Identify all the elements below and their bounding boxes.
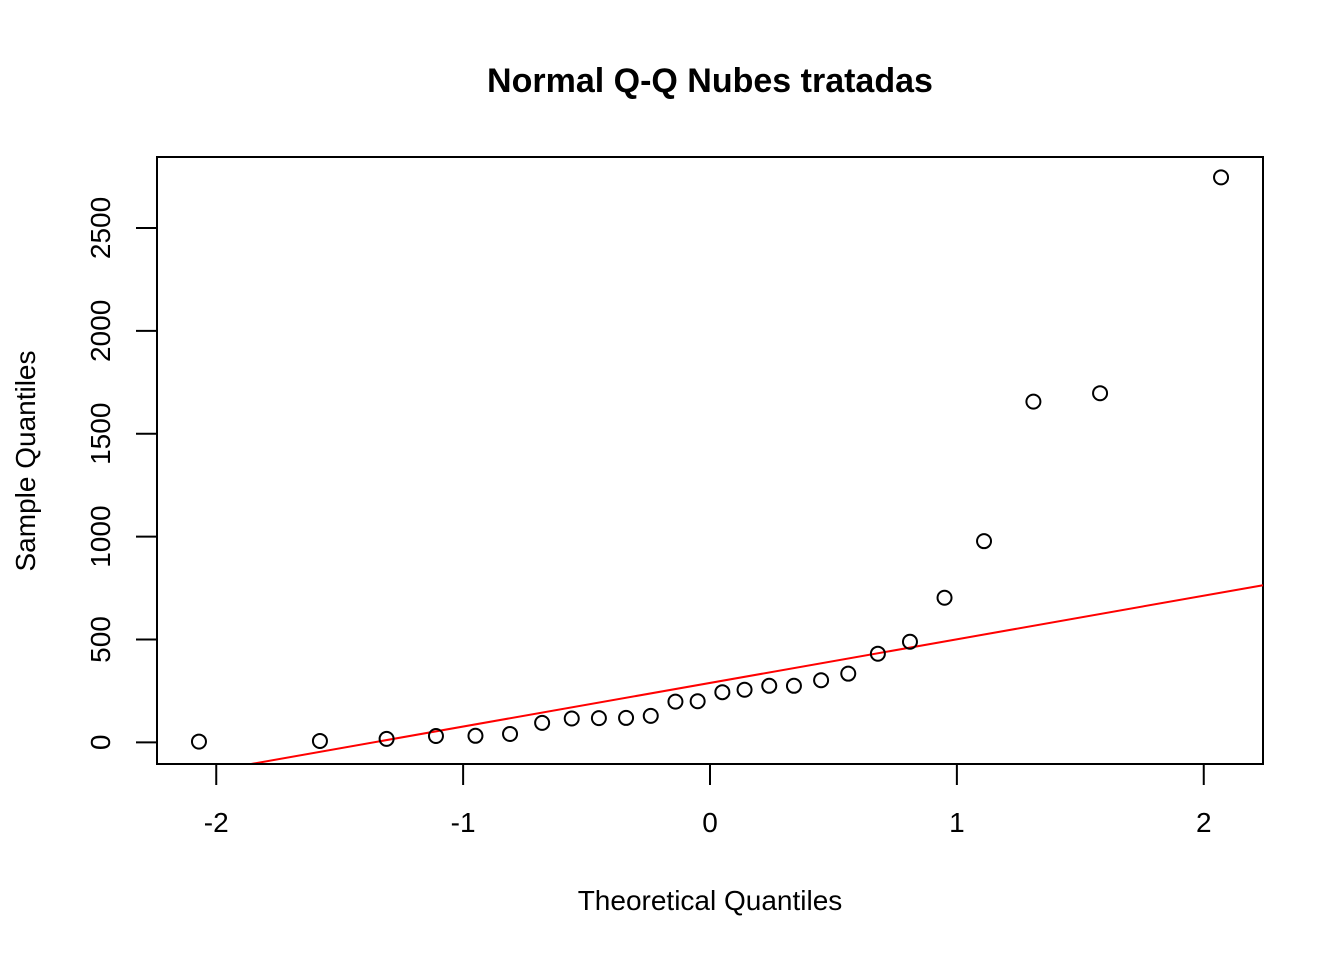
y-axis-label: Sample Quantiles bbox=[10, 350, 41, 571]
data-point bbox=[736, 681, 753, 698]
y-tick-label: 2500 bbox=[85, 197, 116, 259]
plot-frame bbox=[156, 156, 1264, 765]
x-ticks: -2 -1 0 1 2 bbox=[204, 764, 1212, 838]
data-point bbox=[1092, 385, 1109, 402]
y-tick-label: 0 bbox=[85, 735, 116, 751]
data-point bbox=[590, 710, 607, 727]
data-point bbox=[427, 728, 444, 745]
points-group bbox=[190, 169, 1230, 750]
y-ticks: 0 500 1000 1500 2000 2500 bbox=[85, 197, 157, 750]
data-point bbox=[976, 533, 993, 550]
x-axis-label: Theoretical Quantiles bbox=[578, 885, 843, 916]
data-point bbox=[502, 725, 519, 742]
reference-line-group bbox=[251, 584, 1264, 765]
data-point bbox=[311, 732, 328, 749]
x-tick-label: 2 bbox=[1196, 807, 1212, 838]
data-point bbox=[1213, 169, 1230, 186]
x-tick-label: -1 bbox=[451, 807, 476, 838]
data-point bbox=[618, 709, 635, 726]
data-point bbox=[1025, 393, 1042, 410]
chart-title: Normal Q-Q Nubes tratadas bbox=[487, 62, 933, 100]
data-point bbox=[785, 677, 802, 694]
y-axis: 0 500 1000 1500 2000 2500 bbox=[85, 197, 158, 750]
data-point bbox=[689, 693, 706, 710]
plot-area bbox=[156, 156, 1264, 765]
data-point bbox=[642, 707, 659, 724]
reference-line bbox=[251, 584, 1264, 765]
data-point bbox=[563, 710, 580, 727]
x-axis: -2 -1 0 1 2 bbox=[204, 763, 1212, 838]
data-point bbox=[467, 727, 484, 744]
y-tick-label: 2000 bbox=[85, 300, 116, 362]
y-tick-label: 500 bbox=[85, 616, 116, 663]
x-tick-label: -2 bbox=[204, 807, 229, 838]
x-tick-label: 0 bbox=[702, 807, 718, 838]
data-point bbox=[190, 733, 207, 750]
data-point bbox=[813, 672, 830, 689]
data-point bbox=[667, 693, 684, 710]
data-point bbox=[901, 633, 918, 650]
data-point bbox=[761, 677, 778, 694]
data-point bbox=[534, 714, 551, 731]
data-point bbox=[936, 589, 953, 606]
data-point bbox=[714, 684, 731, 701]
x-tick-label: 1 bbox=[949, 807, 965, 838]
data-point bbox=[840, 665, 857, 682]
y-tick-label: 1500 bbox=[85, 403, 116, 465]
data-point bbox=[869, 645, 886, 662]
y-tick-label: 1000 bbox=[85, 505, 116, 567]
data-point bbox=[378, 730, 395, 747]
